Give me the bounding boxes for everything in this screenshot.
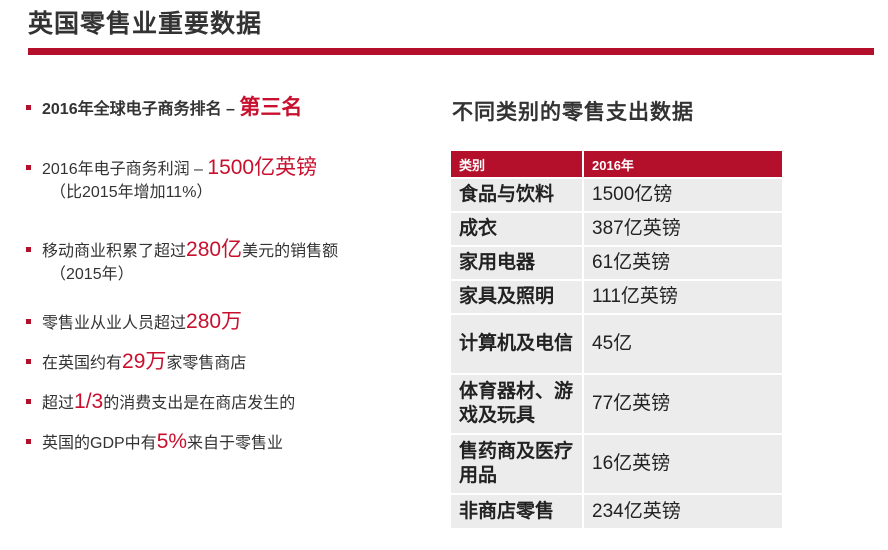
value-cell: 111亿英镑 (583, 279, 784, 314)
column-header-category: 类别 (451, 151, 584, 178)
list-item: 超过1/3的消费支出是在商店发生的 (22, 390, 422, 416)
table-header-row: 类别 2016年 (451, 151, 784, 178)
bullet-text: 2016年全球电子商务排名 – (42, 101, 240, 118)
bullet-text-tail: 的消费支出是在商店发生的 (103, 395, 296, 412)
bullet-text: 英国的GDP中有 (42, 435, 157, 452)
table-row: 食品与饮料 1500亿镑 (451, 177, 784, 212)
bullet-text: 零售业从业人员超过 (42, 315, 187, 332)
list-item: 在英国约有29万家零售商店 (22, 350, 422, 376)
table-row: 计算机及电信 45亿 (451, 313, 784, 374)
value-cell: 61亿英镑 (583, 245, 784, 280)
category-cell: 家具及照明 (451, 279, 584, 314)
bullet-highlight: 29万 (122, 350, 167, 373)
category-cell: 体育器材、游戏及玩具 (451, 373, 584, 434)
bullet-highlight: 1500亿英镑 (207, 156, 318, 179)
bullet-text-tail: 美元的销售额 (242, 243, 339, 260)
category-cell: 计算机及电信 (451, 313, 584, 374)
table-row: 体育器材、游戏及玩具 77亿英镑 (451, 373, 784, 434)
bullet-text: 移动商业积累了超过 (42, 243, 187, 260)
bullet-text: 超过 (42, 395, 75, 412)
bullet-square-icon (26, 359, 31, 364)
bullet-square-icon (26, 105, 31, 110)
table-title: 不同类别的零售支出数据 (452, 99, 694, 124)
bullet-text: 2016年电子商务利润 – (42, 161, 208, 178)
bullet-square-icon (26, 247, 31, 252)
table-row: 成衣 387亿英镑 (451, 211, 784, 246)
category-cell: 成衣 (451, 211, 584, 246)
bullet-highlight: 1/3 (74, 390, 104, 413)
bullet-highlight: 第三名 (239, 96, 303, 119)
table-row: 家具及照明 111亿英镑 (451, 279, 784, 314)
category-cell: 食品与饮料 (451, 177, 584, 212)
bullet-square-icon (26, 319, 31, 324)
column-header-year: 2016年 (583, 151, 784, 178)
list-item: 英国的GDP中有5%来自于零售业 (22, 430, 422, 456)
value-cell: 77亿英镑 (583, 373, 784, 434)
bullet-text-tail: 家零售商店 (166, 355, 247, 372)
value-cell: 387亿英镑 (583, 211, 784, 246)
list-item: 2016年全球电子商务排名 – 第三名 (22, 96, 422, 122)
page-title: 英国零售业重要数据 (28, 9, 263, 38)
bullet-text-tail: 来自于零售业 (187, 435, 284, 452)
category-cell: 售药商及医疗用品 (451, 433, 584, 494)
bullet-highlight: 280亿 (186, 238, 243, 261)
category-cell: 家用电器 (451, 245, 584, 280)
category-cell: 非商店零售 (451, 493, 584, 528)
value-cell: 234亿英镑 (583, 493, 784, 528)
bullet-subtext: （2015年） (50, 266, 134, 283)
bullet-highlight: 280万 (186, 310, 243, 333)
bullet-square-icon (26, 165, 31, 170)
bullet-highlight: 5% (156, 430, 188, 453)
bullet-text: 在英国约有 (42, 355, 123, 372)
list-item: 2016年电子商务利润 – 1500亿英镑 （比2015年增加11%） (22, 156, 422, 204)
bullet-square-icon (26, 399, 31, 404)
title-divider (28, 48, 874, 55)
bullet-square-icon (26, 439, 31, 444)
retail-spending-table: 类别 2016年 食品与饮料 1500亿镑 成衣 387亿英镑 家用电器 61亿… (451, 151, 784, 528)
list-item: 零售业从业人员超过280万 (22, 310, 422, 336)
value-cell: 45亿 (583, 313, 784, 374)
table-row: 非商店零售 234亿英镑 (451, 493, 784, 528)
table-row: 家用电器 61亿英镑 (451, 245, 784, 280)
value-cell: 16亿英镑 (583, 433, 784, 494)
bullet-subtext: （比2015年增加11%） (50, 184, 213, 201)
value-cell: 1500亿镑 (583, 177, 784, 212)
table-row: 售药商及医疗用品 16亿英镑 (451, 433, 784, 494)
list-item: 移动商业积累了超过280亿美元的销售额 （2015年） (22, 238, 422, 286)
